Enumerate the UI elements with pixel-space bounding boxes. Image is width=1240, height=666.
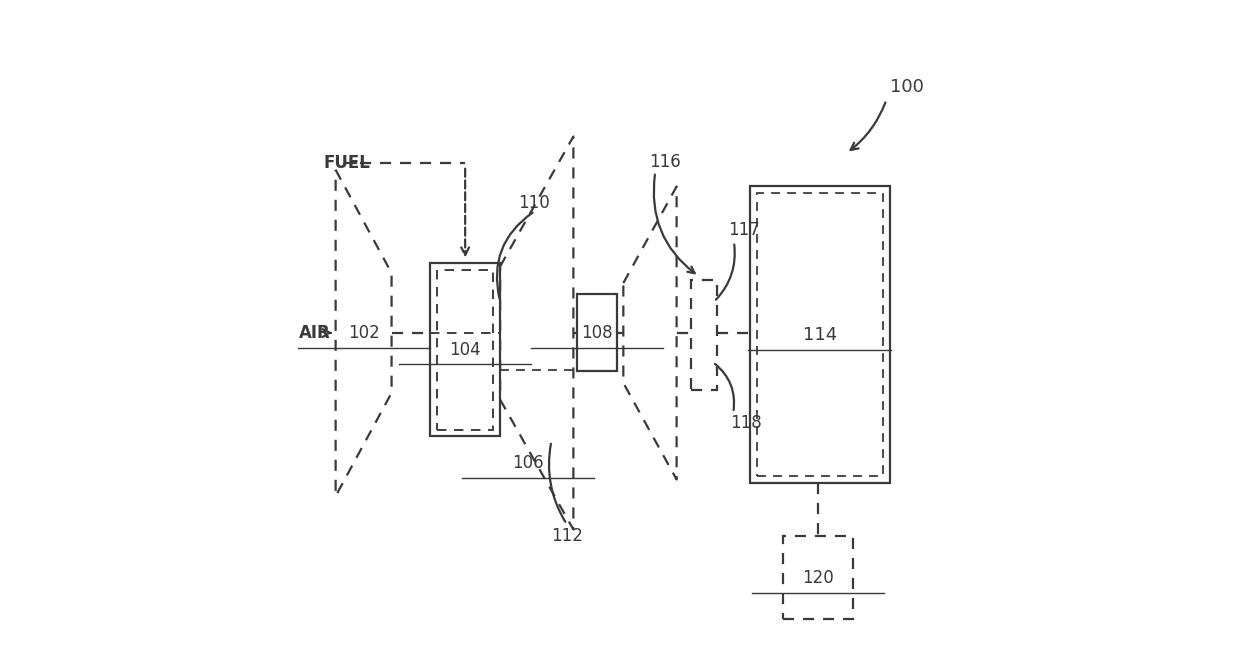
Text: AIR: AIR [299,324,331,342]
FancyArrowPatch shape [715,364,734,410]
Text: 117: 117 [729,220,760,239]
FancyArrowPatch shape [497,212,532,298]
FancyArrowPatch shape [851,103,885,150]
Text: 100: 100 [890,77,924,96]
Text: 118: 118 [730,414,761,432]
Text: 104: 104 [449,340,481,359]
Text: 120: 120 [802,569,835,587]
Text: 112: 112 [551,527,583,545]
FancyArrowPatch shape [549,444,565,521]
Text: FUEL: FUEL [324,154,371,172]
FancyArrowPatch shape [715,244,735,300]
Text: 114: 114 [802,326,837,344]
Text: 110: 110 [518,194,549,212]
FancyArrowPatch shape [653,174,694,273]
Text: 102: 102 [347,324,379,342]
Text: 116: 116 [649,153,681,171]
Text: 108: 108 [580,324,613,342]
Text: 106: 106 [512,454,544,472]
